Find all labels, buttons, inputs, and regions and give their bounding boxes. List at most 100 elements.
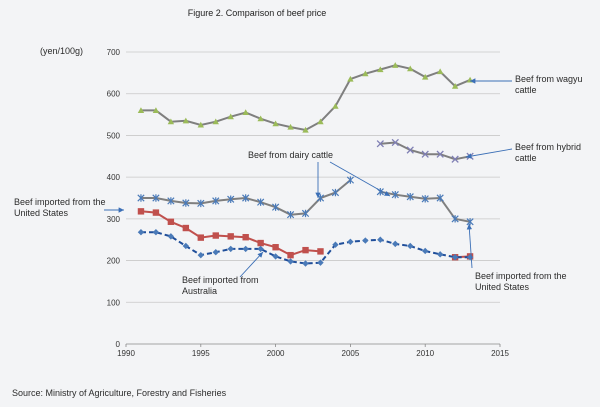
data-point: [422, 247, 429, 255]
x-tick-label: 2010: [416, 349, 434, 358]
data-point: [436, 150, 444, 158]
annotation-label: Beef imported from the: [14, 197, 106, 207]
data-point: [272, 244, 279, 251]
data-point: [392, 62, 399, 68]
data-point: [212, 197, 220, 205]
data-point: [287, 258, 294, 265]
data-point: [167, 233, 175, 240]
data-point: [407, 242, 414, 250]
x-tick-label: 1990: [117, 349, 135, 358]
data-point: [137, 229, 145, 236]
data-point: [451, 215, 459, 223]
annotation-label: United States: [14, 208, 69, 218]
data-point: [421, 195, 429, 203]
data-point: [332, 241, 339, 248]
data-point: [332, 103, 339, 109]
y-tick-label: 0: [116, 340, 121, 349]
y-tick-label: 600: [107, 90, 121, 99]
source-note: Source: Ministry of Agriculture, Forestr…: [12, 388, 227, 398]
data-point: [242, 245, 249, 253]
data-point: [257, 198, 265, 206]
annotation-label: Beef from hybrid: [515, 142, 581, 152]
data-point: [182, 117, 190, 124]
x-tick-label: 2015: [491, 349, 509, 358]
data-point: [407, 65, 414, 72]
y-tick-label: 300: [107, 215, 121, 224]
data-point: [257, 115, 264, 122]
annotation-label: Beef imported from: [182, 275, 259, 285]
annotation-label: Beef imported from the: [475, 271, 567, 281]
data-point: [242, 109, 249, 116]
data-point: [287, 123, 294, 130]
data-point: [212, 118, 219, 125]
annotation-arrow: [329, 161, 391, 197]
data-point: [212, 232, 219, 239]
y-tick-label: 400: [107, 173, 121, 182]
y-tick-label: 100: [107, 298, 121, 307]
data-point: [242, 194, 250, 202]
annotation-label: cattle: [515, 85, 537, 95]
data-point: [436, 251, 444, 258]
data-point: [421, 150, 429, 158]
data-point: [346, 176, 355, 184]
annotation-label: cattle: [515, 153, 537, 163]
data-point: [302, 126, 309, 133]
y-axis-label: (yen/100g): [40, 46, 83, 56]
data-point: [137, 208, 145, 215]
data-point: [152, 194, 160, 202]
data-point: [391, 138, 399, 147]
data-point: [317, 248, 324, 255]
chart-title: Figure 2. Comparison of beef price: [188, 8, 327, 18]
data-point: [451, 254, 459, 261]
data-point: [182, 224, 190, 232]
data-point: [451, 155, 459, 163]
data-point: [362, 237, 369, 244]
series-line: [141, 64, 471, 132]
data-point: [317, 259, 324, 266]
data-point: [392, 240, 399, 248]
data-point: [406, 146, 414, 154]
data-point: [347, 75, 354, 82]
data-point: [152, 209, 160, 216]
data-point: [436, 68, 444, 75]
data-point: [167, 218, 175, 225]
data-point: [302, 260, 309, 267]
annotation-label: United States: [475, 282, 530, 292]
data-point: [301, 209, 310, 218]
data-point: [406, 193, 414, 201]
y-tick-label: 200: [107, 257, 121, 266]
series-1: [376, 138, 474, 163]
data-point: [197, 199, 205, 208]
data-point: [137, 194, 145, 202]
data-point: [271, 203, 280, 211]
data-point: [227, 195, 235, 203]
annotation-label: Australia: [182, 286, 217, 296]
series-2: [137, 176, 474, 226]
data-point: [287, 251, 294, 259]
data-point: [272, 253, 279, 260]
series-0: [137, 62, 474, 133]
data-point: [317, 118, 324, 125]
series-line: [141, 231, 471, 265]
series-4: [137, 229, 474, 267]
data-point: [422, 73, 429, 80]
series-line: [380, 141, 471, 161]
data-point: [347, 238, 354, 245]
data-point: [377, 66, 384, 73]
data-point: [257, 245, 264, 253]
data-point: [212, 249, 219, 256]
y-tick-label: 500: [107, 131, 121, 140]
x-tick-label: 2000: [267, 349, 285, 358]
data-point: [272, 120, 279, 127]
data-point: [152, 229, 160, 236]
data-point: [197, 234, 204, 241]
data-point: [331, 188, 340, 197]
data-point: [167, 197, 175, 205]
data-point: [227, 245, 234, 253]
data-point: [137, 107, 145, 113]
data-point: [302, 246, 309, 254]
data-point: [242, 234, 249, 241]
x-tick-label: 1995: [192, 349, 210, 358]
data-point: [377, 236, 384, 243]
